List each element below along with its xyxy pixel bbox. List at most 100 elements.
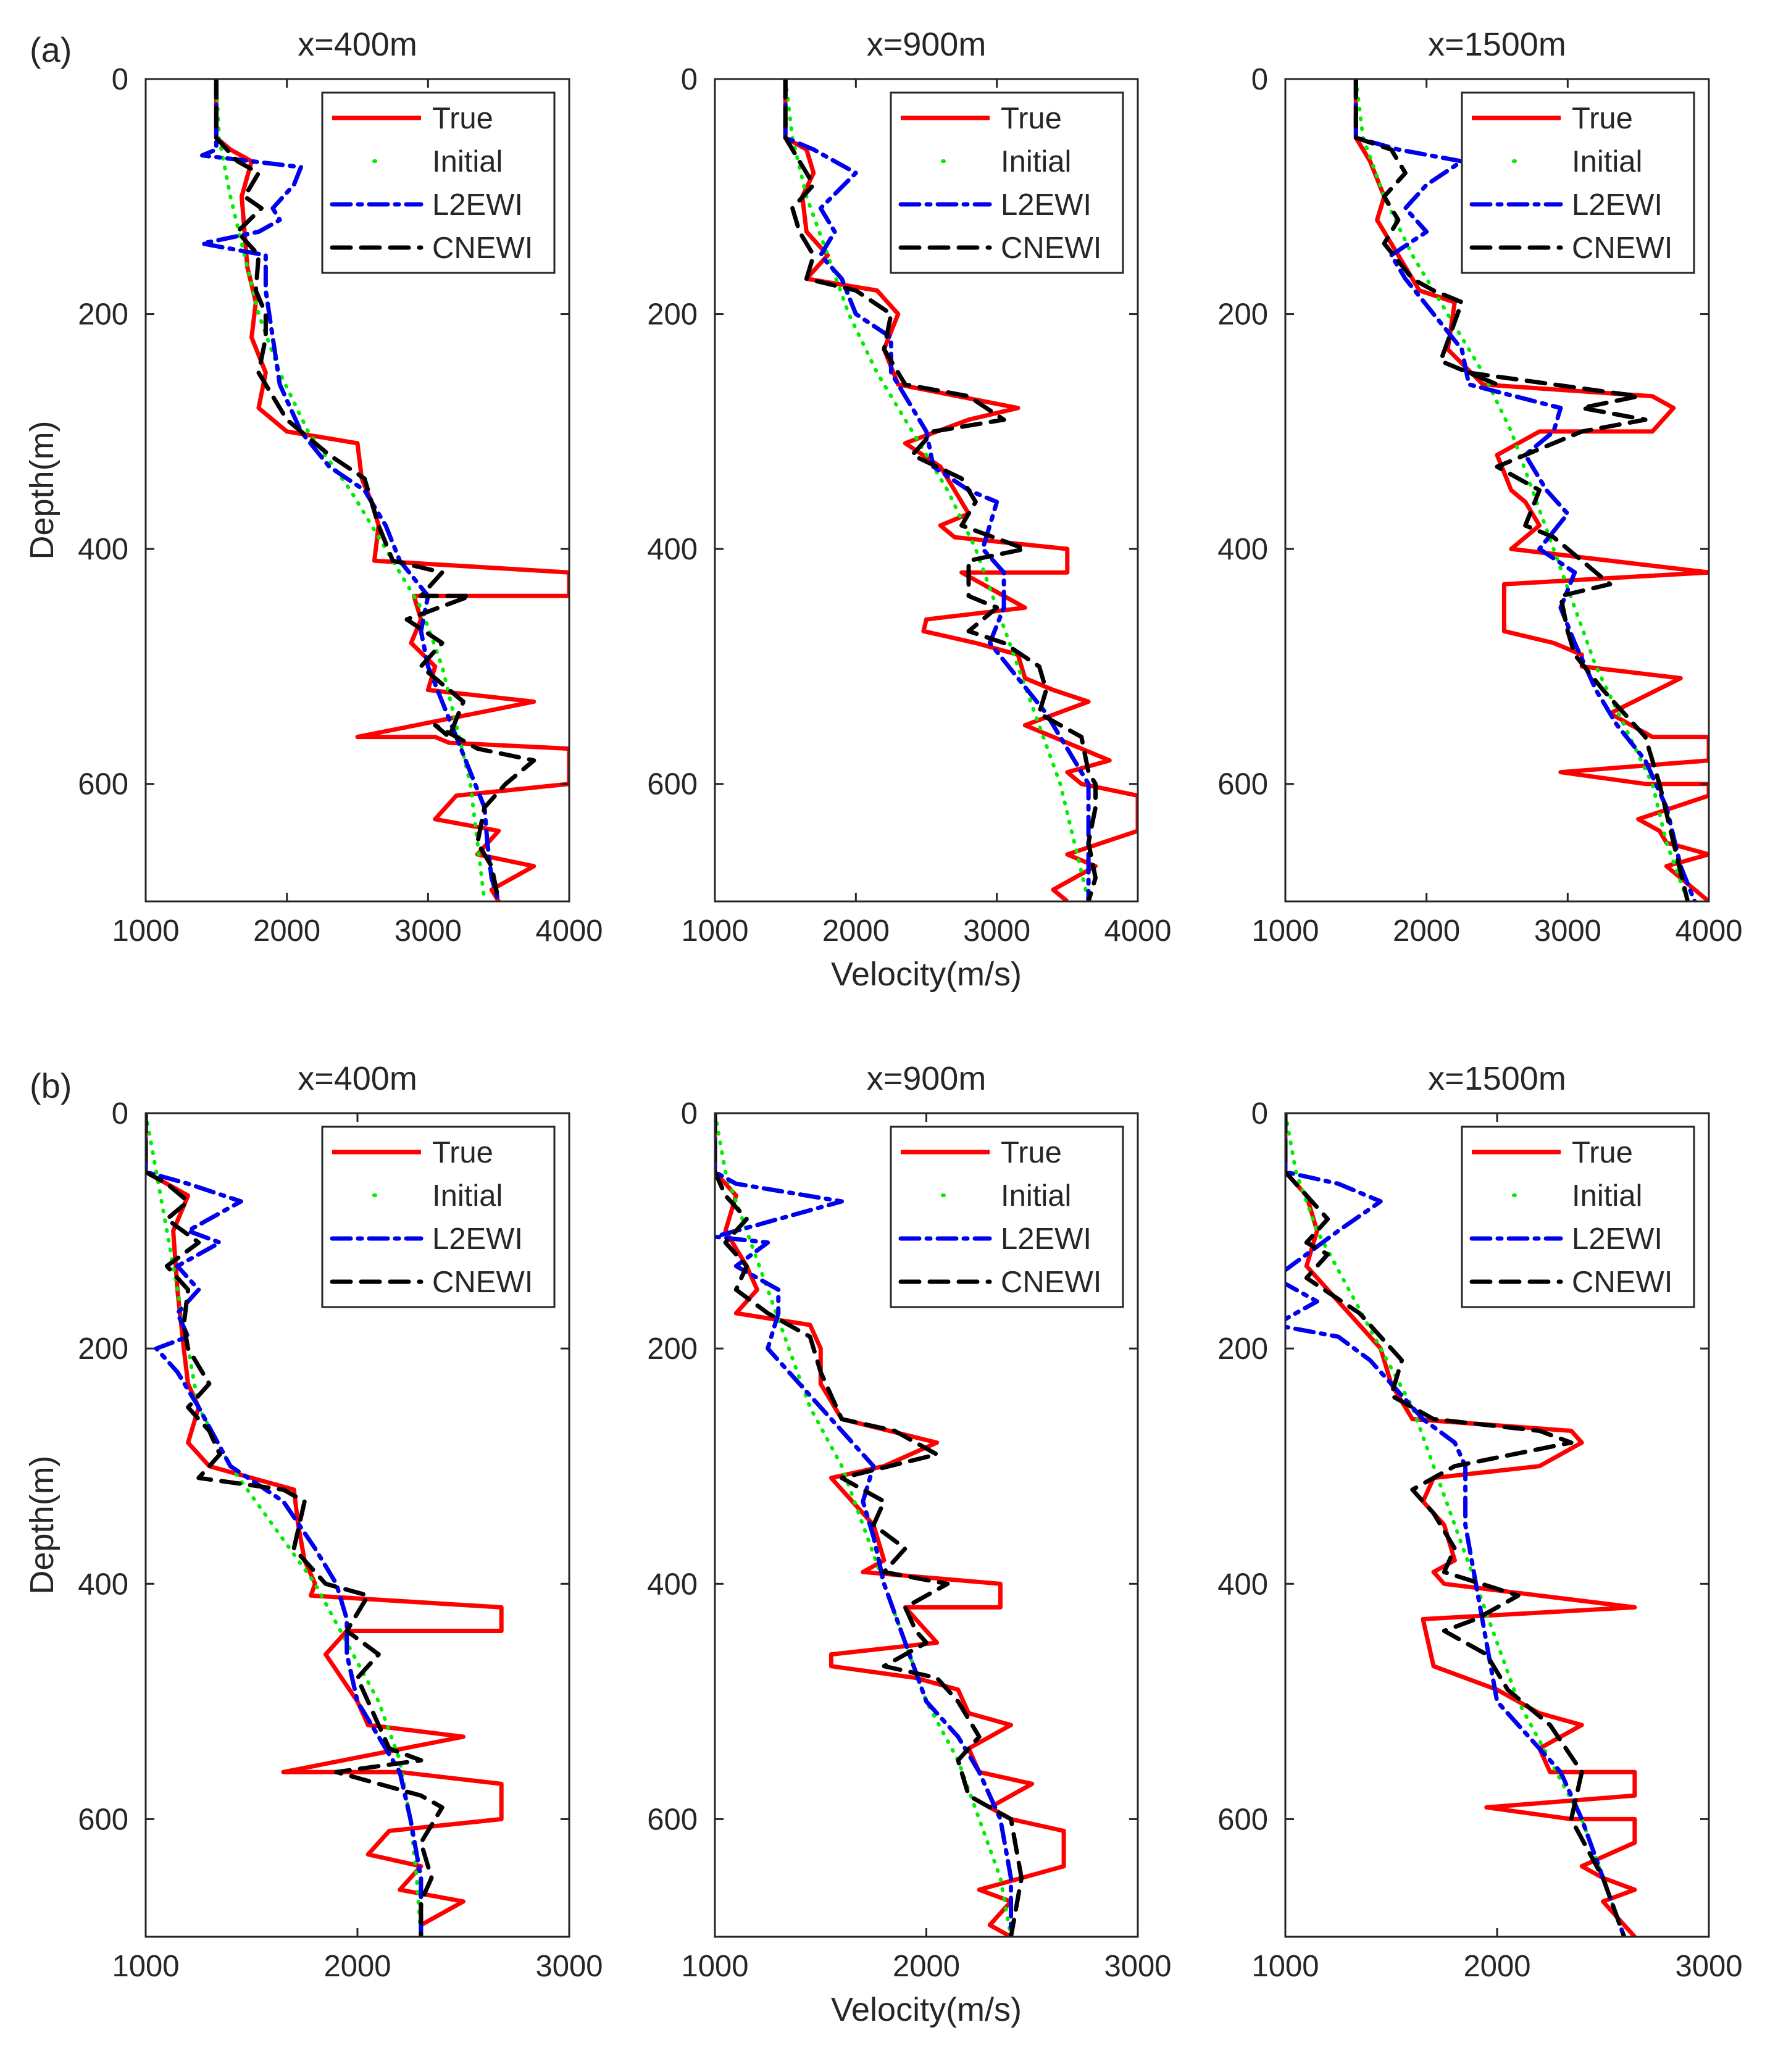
panel-a-x-400m-xtick-label-2000: 2000 <box>253 914 320 948</box>
panel-a-x-400m-title: x=400m <box>298 26 417 63</box>
panel-b-x-900m-legend-label-l2ewi: L2EWI <box>1001 1222 1091 1256</box>
panel-b-x-1500m-xtick-label-2000: 2000 <box>1463 1950 1530 1983</box>
panel-a-x-400m-legend-label-initial: Initial <box>432 145 503 178</box>
panel-a-x-1500m-legend-label-l2ewi: L2EWI <box>1572 188 1663 222</box>
panel-b-x-400m-ytick-label-200: 200 <box>78 1332 128 1366</box>
panel-a-x-900m-series-initial <box>783 79 1091 901</box>
panel-b-x-400m-legend-box <box>321 1126 556 1308</box>
panel-a-x-900m-legend-label-cnewi: CNEWI <box>1001 232 1101 265</box>
panel-a-x-400m-series-true <box>214 79 569 901</box>
panel-a-x-900m-ytick-label-400: 400 <box>647 533 698 566</box>
panel-a-x-1500m-ytick-label-600: 600 <box>1217 768 1268 801</box>
panel-tag-b: (b) <box>30 1066 72 1105</box>
panel-b-x-900m-ytick-label-200: 200 <box>647 1332 698 1366</box>
panel-a-x-900m-legend-label-l2ewi: L2EWI <box>1001 188 1091 222</box>
panel-a-x-900m-title: x=900m <box>867 26 987 63</box>
panel-a-x-400m-legend-label-l2ewi: L2EWI <box>432 188 523 222</box>
panel-b-x-1500m-ytick-label-0: 0 <box>1251 1097 1268 1130</box>
panel-b-x-900m-title: x=900m <box>867 1060 987 1097</box>
panel-b-x-900m-xtick-label-2000: 2000 <box>893 1950 960 1983</box>
panel-b-x-1500m-ytick-label-600: 600 <box>1217 1803 1268 1836</box>
panel-b-x-400m-ytick-label-600: 600 <box>78 1803 128 1836</box>
panel-b-x-900m-series-cnewi <box>715 1113 1024 1937</box>
panel-b-x-1500m-ytick-label-200: 200 <box>1217 1332 1268 1366</box>
panel-a-x-900m-ytick-label-600: 600 <box>647 768 698 801</box>
panel-b-x-900m-legend-label-initial: Initial <box>1001 1179 1071 1213</box>
panel-b-x-900m-legend-label-true: True <box>1001 1136 1062 1169</box>
panel-b-x-400m-legend-label-initial: Initial <box>432 1179 503 1213</box>
panel-b-x-900m-series <box>715 1113 1066 1937</box>
panel-a-x-400m-legend-label-cnewi: CNEWI <box>432 232 533 265</box>
panel-a-x-400m-legend-box <box>321 91 556 274</box>
panel-b-x-400m-title: x=400m <box>298 1060 417 1097</box>
panel-b-x-900m-xlabel: Velocity(m/s) <box>831 1991 1022 2028</box>
panel-b-x-400m-legend-label-cnewi: CNEWI <box>432 1266 533 1299</box>
panel-a-x-1500m-ytick-label-200: 200 <box>1217 298 1268 332</box>
panel-b-x-400m-series-true <box>146 1113 504 1937</box>
panel-tag-a: (a) <box>30 30 72 69</box>
panel-a-x-900m-series <box>783 79 1138 901</box>
panel-a-x-400m-ytick-label-400: 400 <box>78 533 128 566</box>
panel-a-x-1500m-xtick-label-4000: 4000 <box>1675 914 1742 948</box>
panel-a-x-1500m-legend-label-cnewi: CNEWI <box>1572 232 1672 265</box>
panel-b-x-400m-ylabel: Depth(m) <box>23 1455 61 1594</box>
panel-a-x-1500m-legend: True Initial L2EWI CNEWI <box>1461 91 1695 274</box>
panel-a-x-900m-xtick-label-2000: 2000 <box>822 914 890 948</box>
panel-a-x-400m-ylabel: Depth(m) <box>23 420 61 559</box>
panel-b-x-1500m-legend-label-initial: Initial <box>1572 1179 1642 1213</box>
panel-a-x-400m-series-cnewi <box>214 79 536 901</box>
panel-b-x-1500m-series <box>1285 1113 1637 1937</box>
panel-b-x-400m-xtick-label-2000: 2000 <box>323 1950 391 1983</box>
panel-a-x-900m-xtick-label-4000: 4000 <box>1104 914 1171 948</box>
panel-a-x-900m-series-cnewi <box>783 79 1098 901</box>
panel-b-x-900m-xtick-label-1000: 1000 <box>681 1950 748 1983</box>
panel-a-x-400m-series <box>200 79 569 901</box>
panel-a-x-1500m-xtick-label-2000: 2000 <box>1393 914 1460 948</box>
panel-a-x-900m-xtick-label-3000: 3000 <box>963 914 1030 948</box>
panel-b-x-1500m-legend-label-l2ewi: L2EWI <box>1572 1222 1663 1256</box>
panel-b-x-900m-ytick-label-600: 600 <box>647 1803 698 1836</box>
panel-b-x-1500m-title: x=1500m <box>1428 1060 1566 1097</box>
panel-b-x-400m-ytick-label-0: 0 <box>112 1097 128 1130</box>
panel-b-x-1500m-xtick-label-1000: 1000 <box>1251 1950 1319 1983</box>
panel-b-x-900m-xtick-label-3000: 3000 <box>1104 1950 1171 1983</box>
panel-b-x-1500m-legend-label-cnewi: CNEWI <box>1572 1266 1672 1299</box>
panel-b-x-1500m-legend-box <box>1461 1126 1695 1308</box>
panel-b-x-1500m-xtick-label-3000: 3000 <box>1675 1950 1742 1983</box>
panel-b-x-400m-legend-label-l2ewi: L2EWI <box>432 1222 523 1256</box>
panel-a-x-400m-ytick-label-0: 0 <box>112 63 128 96</box>
panel-a-x-900m-xlabel: Velocity(m/s) <box>831 956 1022 993</box>
panel-a-x-1500m-series <box>1353 79 1709 901</box>
panel-a-x-400m-series-l2ewi <box>200 79 501 901</box>
panel-b-x-900m-legend-box <box>890 1126 1124 1308</box>
panel-a-x-1500m-legend-label-initial: Initial <box>1572 145 1642 178</box>
panel-b-x-900m-legend-label-cnewi: CNEWI <box>1001 1266 1101 1299</box>
panel-b-x-900m-series-l2ewi <box>715 1113 1013 1937</box>
panel-b-x-400m: 1000 2000 3000 0 200 400 600 x=400m Depth(m) True… <box>23 1060 603 1983</box>
panel-b-x-1500m-legend: True Initial L2EWI CNEWI <box>1461 1126 1695 1308</box>
panel-a-x-1500m-xtick-label-1000: 1000 <box>1251 914 1319 948</box>
panel-a-x-1500m: 1000 2000 3000 4000 0 200 400 600 x=1500m True Ini… <box>1217 26 1742 948</box>
panel-a-x-400m-legend: True Initial L2EWI CNEWI <box>321 91 556 274</box>
panel-a-x-900m-legend: True Initial L2EWI CNEWI <box>890 91 1124 274</box>
panel-b-x-400m-series-cnewi <box>146 1113 444 1937</box>
panel-b-x-1500m-series-true <box>1285 1113 1637 1937</box>
panel-a-x-900m-legend-box <box>890 91 1124 274</box>
panel-a-x-900m-ytick-label-0: 0 <box>681 63 698 96</box>
panel-a-x-900m-series-true <box>783 79 1138 901</box>
panel-b-x-900m-legend: True Initial L2EWI CNEWI <box>890 1126 1124 1308</box>
panel-b-x-400m-series-l2ewi <box>146 1113 424 1937</box>
panel-a-x-400m-xtick-label-3000: 3000 <box>394 914 462 948</box>
panel-a-x-1500m-series-cnewi <box>1353 79 1690 901</box>
panel-b-x-900m-ytick-label-0: 0 <box>681 1097 698 1130</box>
panel-b-x-1500m-series-cnewi <box>1285 1113 1627 1937</box>
plots-layer: 1000 2000 3000 40000200400600x=400mDepth(m)… <box>23 26 1743 2028</box>
panel-a-x-1500m-axes-box <box>1284 78 1710 903</box>
panel-a-x-900m-axes-box <box>714 78 1139 903</box>
panel-b-x-400m-series-initial <box>146 1113 423 1937</box>
panel-b-x-900m: 1000 2000 3000 0 200 400 600 x=900m Velocity(m/s… <box>647 1060 1171 2028</box>
panel-a-x-400m-ytick-label-600: 600 <box>78 768 128 801</box>
panel-a-x-1500m-legend-label-true: True <box>1572 102 1633 135</box>
panel-a-x-900m-ytick-label-200: 200 <box>647 298 698 332</box>
